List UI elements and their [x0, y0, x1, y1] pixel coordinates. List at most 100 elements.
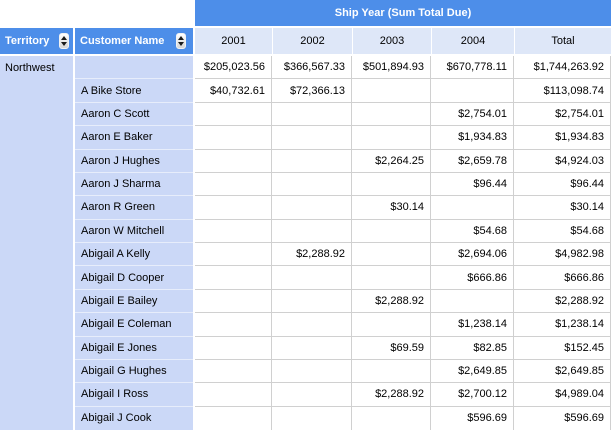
- value-cell-2002: $72,366.13: [272, 79, 352, 103]
- table-row: Abigail D Cooper $666.86 $666.86: [75, 266, 611, 290]
- value-cell-2002: [272, 289, 352, 314]
- table-row: Abigail J Cook $596.69 $596.69: [75, 406, 611, 430]
- column-header-total[interactable]: Total: [514, 28, 611, 54]
- column-header-2004[interactable]: 2004: [431, 28, 514, 54]
- value-cell-2004: $2,754.01: [431, 102, 514, 127]
- table-row: Aaron J Sharma $96.44 $96.44: [75, 172, 611, 197]
- table-row: Aaron J Hughes $2,264.25 $2,659.78 $4,92…: [75, 149, 611, 173]
- value-cell-2003: [352, 243, 431, 267]
- value-cell-2002: [272, 336, 352, 360]
- value-cell-2004: $2,700.12: [431, 383, 514, 407]
- sort-customer-name-button[interactable]: [176, 33, 186, 49]
- sort-territory-button[interactable]: [59, 33, 69, 49]
- value-cell-2003: $30.14: [352, 196, 431, 220]
- value-cell-2001: [195, 289, 272, 314]
- value-cell-2004: $2,649.85: [431, 359, 514, 384]
- column-separator: [193, 149, 195, 173]
- value-cell-total: $1,744,263.92: [514, 56, 611, 80]
- value-cell-2004: $2,694.06: [431, 243, 514, 267]
- customer-name-cell: Abigail E Coleman: [75, 313, 193, 337]
- column-separator: [193, 196, 195, 220]
- value-cell-total: $596.69: [514, 406, 611, 430]
- customer-name-field-header[interactable]: Customer Name: [75, 28, 193, 54]
- customer-name-cell: Abigail J Cook: [75, 406, 193, 430]
- customer-name-cell: Aaron J Sharma: [75, 172, 193, 197]
- column-separator: [193, 406, 195, 430]
- column-separator: [193, 383, 195, 407]
- customer-header-label: Customer Name: [80, 35, 165, 47]
- row-separator: [0, 26, 611, 28]
- table-row: Aaron R Green $30.14 $30.14: [75, 196, 611, 220]
- column-separator: [193, 336, 195, 360]
- value-cell-total: $96.44: [514, 172, 611, 197]
- territory-column: Northwest: [0, 56, 73, 430]
- sort-desc-icon: [178, 42, 184, 46]
- value-cell-2002: [272, 313, 352, 337]
- value-cell-2001: $205,023.56: [195, 56, 272, 80]
- customer-name-cell: Aaron J Hughes: [75, 149, 193, 173]
- column-separator: [193, 266, 195, 290]
- value-cell-2003: [352, 359, 431, 384]
- column-separator: [73, 56, 75, 430]
- value-cell-total: $4,924.03: [514, 149, 611, 173]
- column-separator: [193, 243, 195, 267]
- value-cell-2004: $596.69: [431, 406, 514, 430]
- column-separator: [193, 219, 195, 243]
- value-cell-2001: [195, 196, 272, 220]
- territory-value-cell: Northwest: [5, 61, 55, 74]
- value-cell-2004: $54.68: [431, 219, 514, 243]
- column-header-label: 2002: [300, 35, 325, 47]
- value-cell-total: $4,989.04: [514, 383, 611, 407]
- customer-name-cell: Aaron R Green: [75, 196, 193, 220]
- value-cell-total: $2,649.85: [514, 359, 611, 384]
- table-row: Aaron E Baker $1,934.83 $1,934.83: [75, 126, 611, 150]
- value-cell-2004: [431, 196, 514, 220]
- value-cell-2003: [352, 266, 431, 290]
- value-cell-2004: $666.86: [431, 266, 514, 290]
- customer-name-cell: Aaron C Scott: [75, 102, 193, 127]
- column-header-label: 2003: [379, 35, 405, 47]
- value-cell-2003: $69.59: [352, 336, 431, 360]
- value-cell-total: $30.14: [514, 196, 611, 220]
- value-cell-2002: [272, 266, 352, 290]
- value-cell-2003: $501,894.93: [352, 56, 431, 80]
- table-row: $205,023.56 $366,567.33 $501,894.93 $670…: [75, 56, 611, 80]
- column-separator: [193, 313, 195, 337]
- value-cell-2002: [272, 126, 352, 150]
- value-cell-2004: $96.44: [431, 172, 514, 197]
- value-cell-2001: [195, 149, 272, 173]
- column-separator: [193, 56, 195, 80]
- table-row: Abigail E Jones $69.59 $82.85 $152.45: [75, 336, 611, 360]
- value-cell-total: $113,098.74: [514, 79, 611, 103]
- column-header-label: 2004: [460, 35, 486, 47]
- column-header-2001[interactable]: 2001: [195, 28, 272, 54]
- group-header-row: Ship Year (Sum Total Due): [0, 0, 611, 26]
- table-row: Abigail E Coleman $1,238.14 $1,238.14: [75, 313, 611, 337]
- value-cell-2002: [272, 219, 352, 243]
- value-cell-2003: [352, 172, 431, 197]
- table-row: Aaron W Mitchell $54.68 $54.68: [75, 219, 611, 243]
- territory-field-header[interactable]: Territory: [0, 28, 73, 54]
- customer-name-cell: A Bike Store: [75, 79, 193, 103]
- column-separator: [193, 79, 195, 103]
- column-header-2003[interactable]: 2003: [352, 28, 431, 54]
- value-cell-total: $1,934.83: [514, 126, 611, 150]
- value-cell-total: $54.68: [514, 219, 611, 243]
- column-header-2002[interactable]: 2002: [272, 28, 352, 54]
- value-cell-2002: [272, 102, 352, 127]
- sort-asc-icon: [61, 36, 67, 40]
- customer-name-cell: Abigail E Bailey: [75, 289, 193, 314]
- value-cell-2001: $40,732.61: [195, 79, 272, 103]
- sort-asc-icon: [178, 36, 184, 40]
- value-cell-2001: [195, 266, 272, 290]
- value-cell-2002: [272, 172, 352, 197]
- value-cell-2001: [195, 406, 272, 430]
- value-cell-total: $4,982.98: [514, 243, 611, 267]
- value-cell-2002: [272, 406, 352, 430]
- table-row: A Bike Store $40,732.61 $72,366.13 $113,…: [75, 79, 611, 103]
- value-cell-2004: $2,659.78: [431, 149, 514, 173]
- value-cell-2002: [272, 149, 352, 173]
- column-separator: [73, 28, 75, 54]
- value-cell-2003: $2,288.92: [352, 289, 431, 314]
